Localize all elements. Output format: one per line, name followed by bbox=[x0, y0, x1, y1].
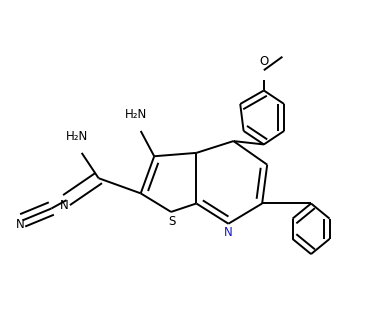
Text: N: N bbox=[224, 226, 233, 239]
Text: N: N bbox=[16, 218, 25, 231]
Text: O: O bbox=[259, 54, 268, 67]
Text: H₂N: H₂N bbox=[66, 130, 88, 143]
Text: N: N bbox=[60, 199, 69, 212]
Text: H₂N: H₂N bbox=[125, 108, 147, 121]
Text: S: S bbox=[168, 215, 176, 228]
